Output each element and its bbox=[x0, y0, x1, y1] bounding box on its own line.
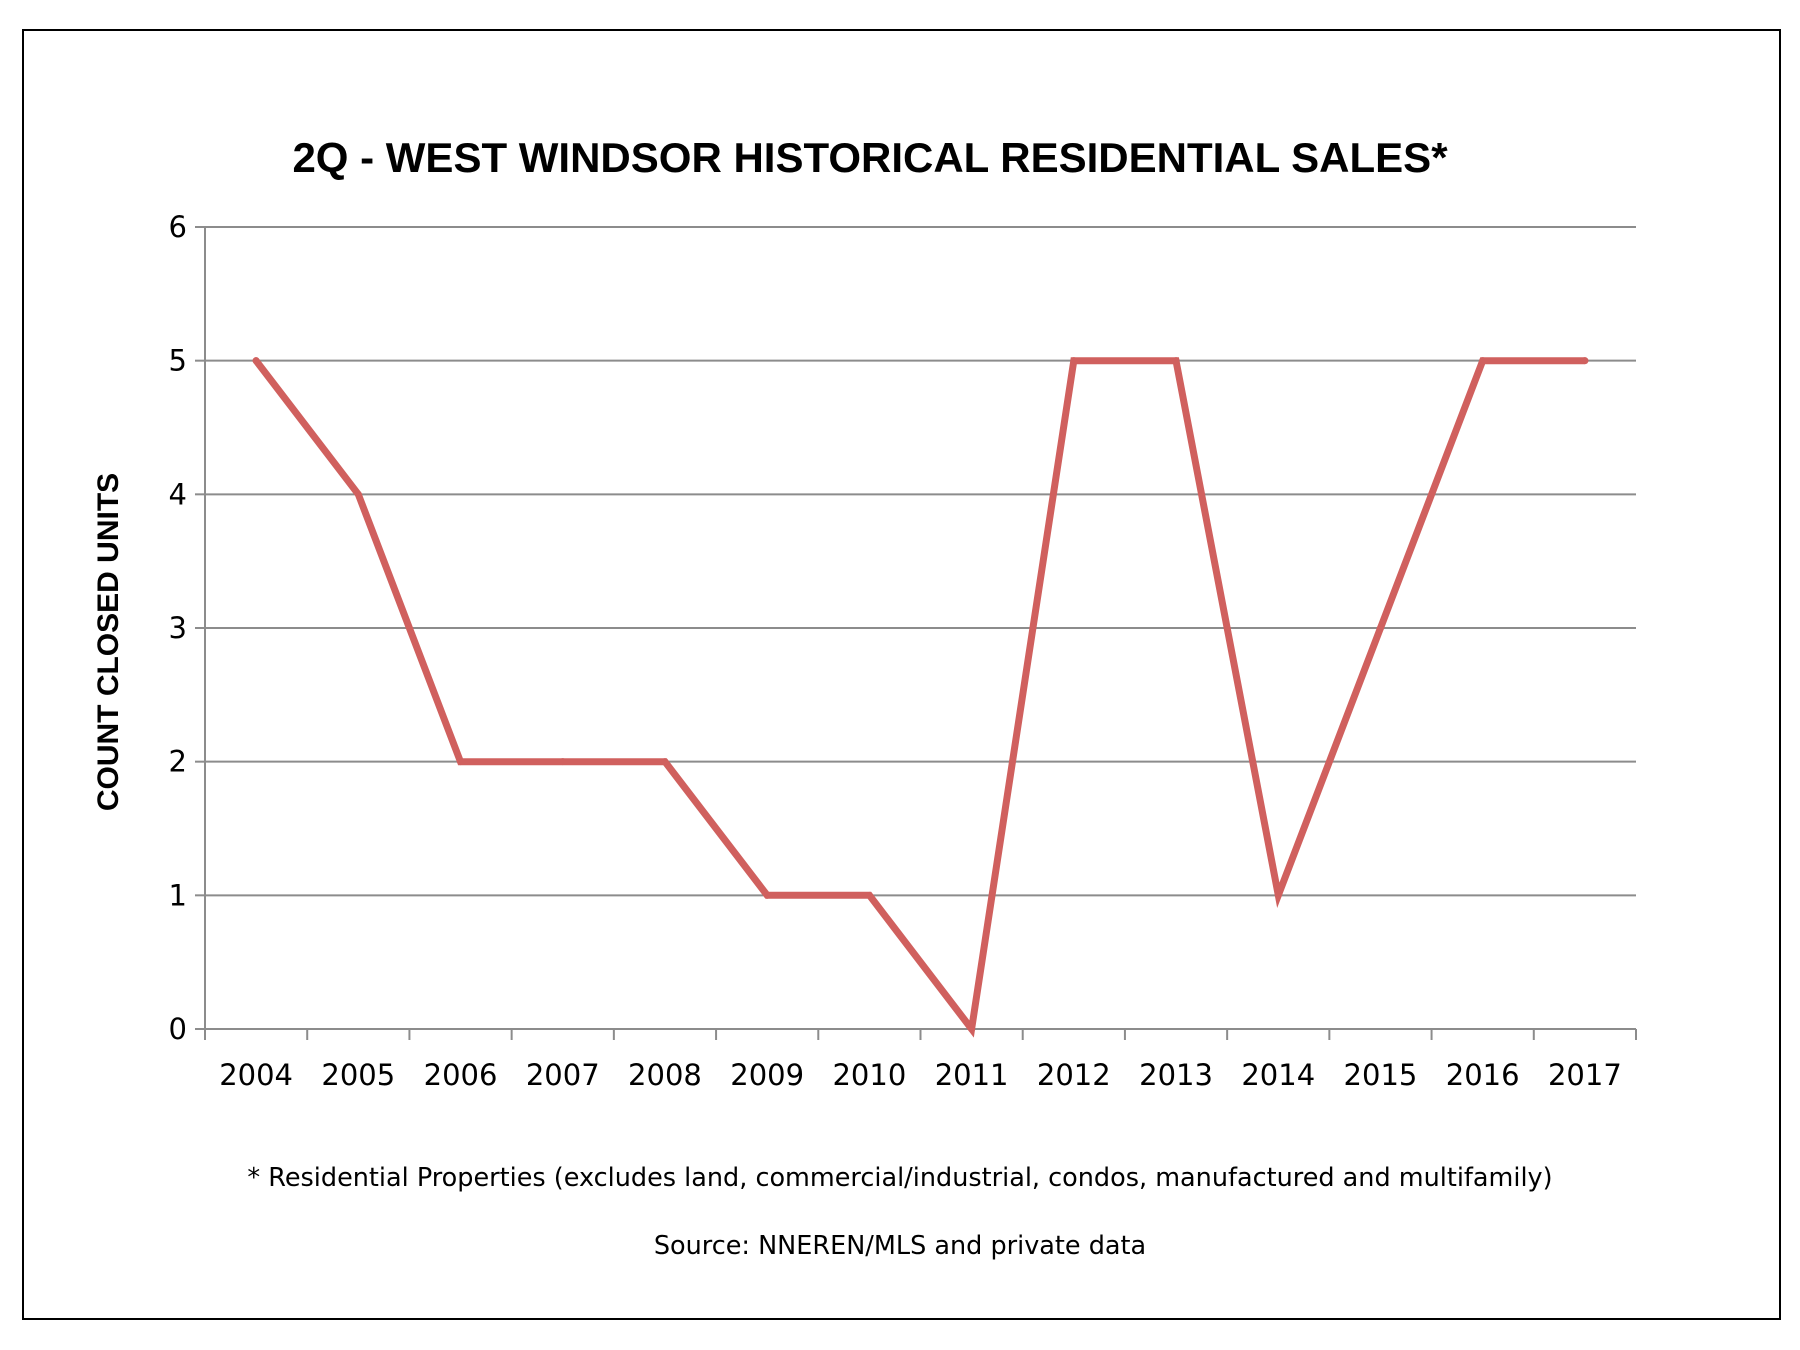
data-point-2012 bbox=[1070, 357, 1078, 365]
data-point-2006 bbox=[457, 758, 465, 766]
axes bbox=[195, 226, 1637, 1040]
x-tick-label-2016: 2016 bbox=[1446, 1058, 1520, 1092]
x-tick-label-2017: 2017 bbox=[1548, 1058, 1622, 1092]
x-tick-label-2004: 2004 bbox=[219, 1058, 293, 1092]
x-tick-label-2005: 2005 bbox=[321, 1058, 395, 1092]
tick-labels: 0 1 2 3 4 5 6 2004 2005 2006 2007 2008 2009 2010 2011 2… bbox=[169, 210, 1622, 1092]
x-tick-label-2014: 2014 bbox=[1241, 1058, 1315, 1092]
data-point-2009 bbox=[763, 891, 771, 899]
data-point-2017 bbox=[1581, 357, 1589, 365]
x-tick-label-2015: 2015 bbox=[1344, 1058, 1418, 1092]
x-tick-label-2007: 2007 bbox=[526, 1058, 600, 1092]
gridlines bbox=[205, 226, 1636, 897]
y-tick-label-5: 5 bbox=[169, 344, 187, 378]
data-point-2011 bbox=[968, 1025, 976, 1033]
y-tick-label-2: 2 bbox=[169, 745, 187, 779]
y-tick-label-1: 1 bbox=[169, 878, 187, 912]
data-point-2016 bbox=[1479, 357, 1487, 365]
data-point-2013 bbox=[1172, 357, 1180, 365]
data-point-2015 bbox=[1376, 624, 1384, 632]
data-point-2008 bbox=[661, 758, 669, 766]
x-tick-label-2009: 2009 bbox=[730, 1058, 804, 1092]
y-tick-label-0: 0 bbox=[169, 1012, 187, 1046]
x-tick-label-2008: 2008 bbox=[628, 1058, 702, 1092]
x-tick-label-2010: 2010 bbox=[832, 1058, 906, 1092]
data-point-2007 bbox=[559, 758, 567, 766]
data-point-2005 bbox=[354, 490, 362, 498]
x-tick-label-2012: 2012 bbox=[1037, 1058, 1111, 1092]
x-tick-label-2013: 2013 bbox=[1139, 1058, 1213, 1092]
x-tick-label-2011: 2011 bbox=[935, 1058, 1009, 1092]
series-layer bbox=[252, 357, 1589, 1038]
y-tick-label-3: 3 bbox=[169, 611, 187, 645]
source-note: Source: NNEREN/MLS and private data bbox=[654, 1231, 1146, 1261]
y-tick-label-4: 4 bbox=[169, 477, 187, 511]
y-axis-label: COUNT CLOSED UNITS bbox=[92, 473, 125, 811]
series-line-0 bbox=[252, 357, 1589, 1038]
data-point-2010 bbox=[865, 891, 873, 899]
chart-title: 2Q - WEST WINDSOR HISTORICAL RESIDENTIAL… bbox=[292, 134, 1448, 181]
y-tick-label-6: 6 bbox=[169, 210, 187, 244]
x-tick-label-2006: 2006 bbox=[424, 1058, 498, 1092]
chart-frame bbox=[22, 29, 1781, 1320]
footnote: * Residential Properties (excludes land,… bbox=[247, 1163, 1552, 1193]
data-point-2004 bbox=[252, 357, 260, 365]
data-point-2014 bbox=[1274, 891, 1282, 899]
